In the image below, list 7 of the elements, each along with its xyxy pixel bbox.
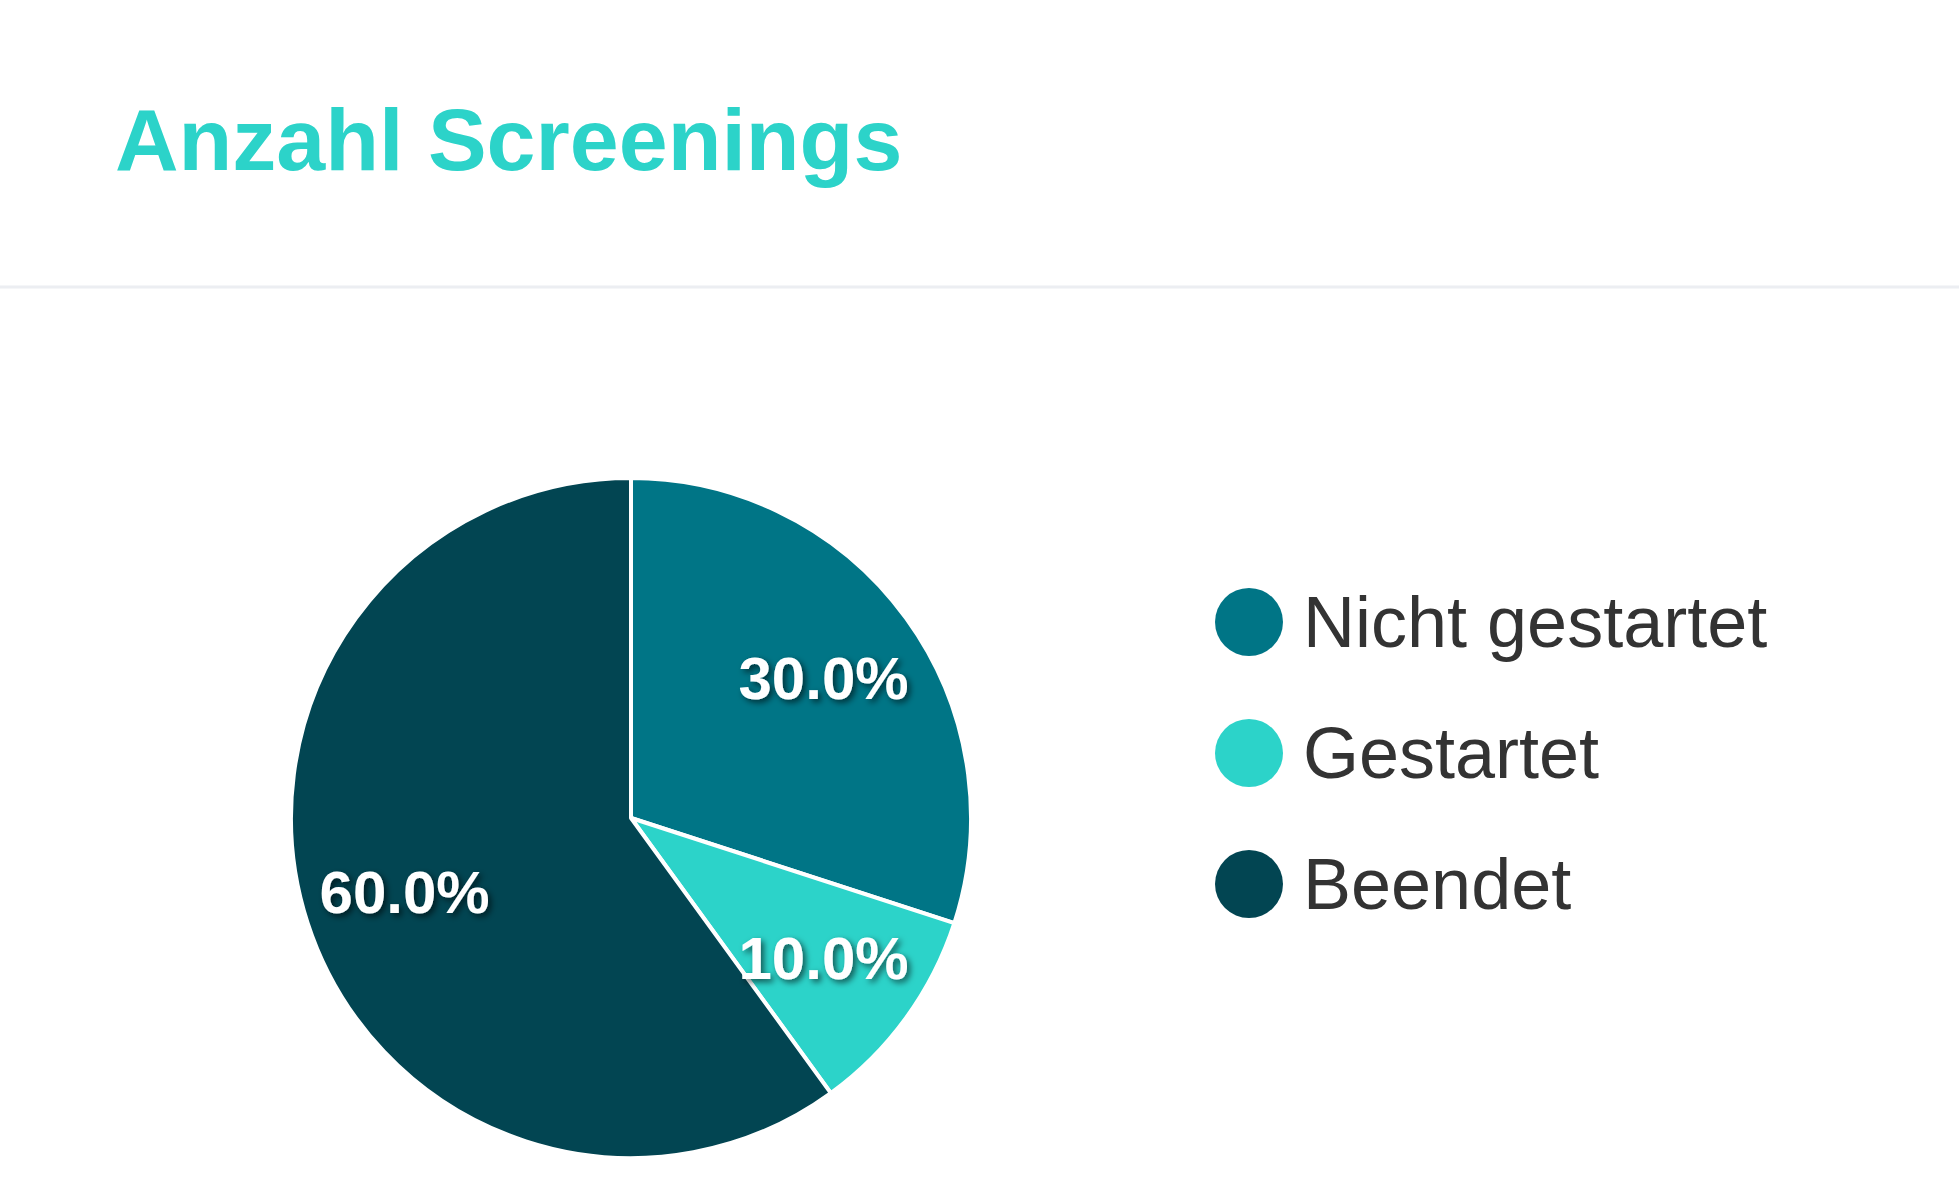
data-label: 10.0%	[738, 924, 909, 992]
legend-label: Beendet	[1303, 844, 1572, 925]
chart-title: Anzahl Screenings	[115, 90, 903, 189]
legend-label: Nicht gestartet	[1303, 582, 1768, 663]
data-label: 30.0%	[738, 645, 909, 713]
legend-label: Gestartet	[1303, 713, 1600, 794]
data-label: 60.0%	[319, 858, 490, 926]
